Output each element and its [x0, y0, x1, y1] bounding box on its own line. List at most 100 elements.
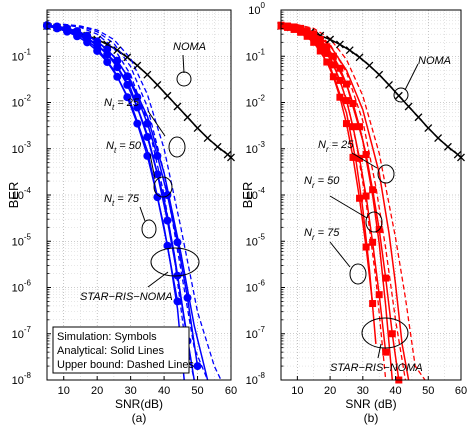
noma-marker	[213, 142, 222, 151]
sim-marker-square	[336, 93, 344, 101]
circle-star-b	[361, 317, 409, 349]
panel-b-ylabel: BER	[240, 182, 255, 209]
y-tick-label: 10-1	[12, 47, 32, 63]
y-tick-label: 10-5	[246, 232, 266, 248]
noma-marker	[404, 102, 413, 111]
y-tick-label: 100	[248, 1, 265, 17]
sim-marker-square	[375, 291, 383, 299]
y-tick-label: 10-6	[246, 279, 266, 295]
noma-marker	[173, 102, 182, 111]
sim-marker-square	[310, 34, 318, 42]
sim-marker-circle	[143, 151, 152, 160]
sim-marker-square	[356, 154, 364, 162]
sim-marker-circle	[153, 151, 162, 160]
annotation-nt50-a: Nt = 50	[106, 140, 142, 155]
sim-marker-square	[369, 300, 377, 308]
sim-marker-circle	[183, 293, 192, 302]
annotation-noma-b: NOMA	[418, 55, 451, 67]
x-tick-label: 40	[389, 385, 401, 397]
arrow-nt25-a	[147, 110, 166, 137]
sim-marker-circle	[73, 27, 82, 36]
arrow-nr75-b	[329, 241, 351, 268]
noma-marker	[385, 80, 393, 89]
panel-a-legend-box: Simulation: Symbols Analytical: Solid Li…	[52, 326, 194, 374]
circle-nr75-b	[349, 263, 367, 285]
annotation-nr75-b: Nr = 75	[304, 227, 340, 242]
noma-marker	[123, 53, 132, 62]
noma-marker	[424, 124, 433, 133]
y-tick-label: 10-8	[246, 371, 266, 387]
sim-marker-circle	[163, 216, 172, 225]
panel-a-annotations: NOMA Nt = 25 Nt = 50 Nt = 75 STAR−RIS−NO…	[80, 41, 206, 303]
sim-marker-circle	[103, 58, 112, 67]
circle-nt50-a	[153, 176, 173, 198]
sim-marker-circle	[123, 72, 132, 81]
panel-a-panel-label: (a)	[132, 411, 147, 425]
noma-marker	[133, 61, 142, 70]
sim-marker-circle	[103, 45, 112, 54]
noma-marker	[183, 113, 192, 122]
arrow-nt50-a	[149, 153, 156, 180]
circle-nr25-b	[377, 164, 395, 184]
sim-marker-square	[369, 186, 377, 194]
panel-a-xlabel: SNR(dB)	[115, 397, 163, 411]
noma-marker	[203, 134, 212, 143]
noma-marker	[163, 91, 172, 100]
y-tick-label: 10-2	[246, 94, 266, 110]
sim-marker-circle	[53, 22, 62, 31]
sim-marker-circle	[163, 241, 172, 250]
sim-marker-square	[290, 23, 298, 31]
y-tick-label: 10-2	[12, 94, 32, 110]
sim-marker-square	[316, 47, 324, 55]
sim-marker-square	[323, 58, 331, 66]
x-tick-label: 10	[291, 385, 303, 397]
sim-marker-circle	[193, 362, 202, 371]
sim-marker-square	[284, 22, 292, 30]
legend-line-analytical: Analytical: Solid Lines	[57, 345, 165, 357]
sim-marker-circle	[93, 37, 102, 46]
sim-marker-square	[382, 348, 390, 356]
sim-marker-circle	[133, 103, 142, 112]
series-line-bound-9	[46, 23, 222, 381]
sim-marker-circle	[123, 93, 132, 102]
panel-a-grid	[47, 10, 232, 381]
series-line-noma-0	[280, 25, 462, 159]
sim-marker-square	[336, 64, 344, 72]
sim-marker-square	[342, 120, 350, 128]
y-tick-label: 10-4	[246, 186, 266, 202]
panel-a-chart: 10 20 30 40 50 60 10-8 10-7 10-6 10-5 10-4 10-3 10-2…	[6, 9, 237, 425]
sim-marker-square	[342, 97, 350, 105]
y-tick-label: 10-3	[246, 140, 266, 156]
panel-b-chart: 10 20 30 40 50 60 10-8 10-7 10-6 10-5 10-4 10-3 10-2…	[240, 1, 467, 425]
y-tick-label: 10-3	[12, 140, 32, 156]
y-tick-label: 10-1	[246, 47, 266, 63]
noma-marker	[113, 46, 122, 55]
legend-box-frame	[52, 326, 190, 374]
noma-marker	[434, 134, 443, 143]
noma-marker	[414, 113, 423, 122]
noma-marker	[355, 53, 364, 62]
sim-marker-square	[349, 153, 357, 161]
x-tick-label: 30	[125, 385, 137, 397]
arrow-nr25-b	[351, 152, 378, 169]
y-tick-label: 10-5	[12, 232, 32, 248]
noma-marker	[394, 91, 403, 100]
circle-star-a	[150, 247, 200, 277]
annotation-noma-a: NOMA	[173, 41, 206, 53]
circle-noma-b	[393, 87, 409, 103]
y-tick-label: 10-4	[12, 186, 32, 202]
sim-marker-circle	[173, 297, 182, 306]
sim-marker-square	[297, 24, 305, 32]
sim-marker-circle	[83, 31, 92, 40]
noma-marker	[193, 124, 202, 133]
sim-marker-square	[310, 38, 318, 46]
arrow-nt75-a	[139, 206, 146, 222]
circle-nt25-a	[168, 136, 186, 158]
sim-marker-circle	[143, 119, 152, 128]
sim-marker-square	[316, 40, 324, 48]
sim-marker-square	[316, 36, 324, 44]
sim-marker-square	[349, 123, 357, 131]
series-line-bound-9	[280, 23, 426, 381]
sim-marker-square	[310, 30, 318, 38]
circle-noma-a	[176, 71, 192, 87]
